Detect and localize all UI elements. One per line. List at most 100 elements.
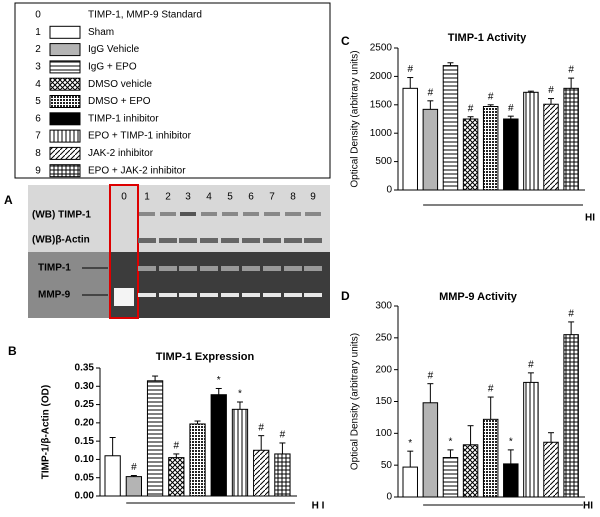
legend-label: EPO + JAK-2 inhibitor — [88, 165, 186, 176]
legend-number: 4 — [35, 79, 41, 90]
chart-title: MMP-9 Activity — [439, 291, 518, 303]
gel-band — [264, 212, 280, 216]
legend-swatch — [49, 146, 81, 160]
gel-band — [138, 293, 156, 297]
significance-marker: # — [428, 370, 434, 381]
y-tick-label: 2500 — [370, 43, 393, 54]
y-tick-label: 50 — [381, 460, 393, 471]
gel-band — [138, 238, 156, 243]
legend-label: Sham — [88, 27, 114, 38]
lane-label: 5 — [227, 192, 233, 203]
lane-label: 4 — [206, 192, 212, 203]
panel-letter: A — [4, 193, 13, 207]
chart-title: TIMP-1 Activity — [448, 32, 527, 44]
significance-marker: # — [548, 85, 554, 96]
panel-letter: C — [341, 34, 350, 48]
bar — [563, 334, 579, 498]
bar — [104, 455, 121, 497]
gel-band — [284, 293, 302, 297]
lane-label: 8 — [290, 192, 296, 203]
gel-band — [179, 238, 197, 243]
y-tick-label: 0 — [386, 185, 392, 196]
lane-label: 7 — [269, 192, 275, 203]
legend-label: DMSO vehicle — [88, 79, 152, 90]
significance-marker: # — [508, 103, 514, 114]
legend-swatch — [49, 60, 81, 74]
gel-band — [159, 266, 177, 271]
y-tick-label: 250 — [375, 332, 392, 343]
bar — [422, 402, 439, 498]
gel-band — [179, 293, 197, 297]
bar — [125, 476, 143, 497]
y-tick-label: 0.05 — [75, 472, 95, 483]
legend-swatch — [49, 95, 81, 108]
gel-band — [200, 293, 218, 297]
gel-band — [200, 266, 218, 271]
panel-letter: D — [341, 289, 350, 303]
legend-swatch — [49, 77, 81, 91]
gel-band — [242, 266, 260, 271]
y-tick-label: 1500 — [370, 99, 393, 110]
y-tick-label: 0.25 — [75, 399, 95, 410]
lane-label: 0 — [121, 192, 127, 203]
y-tick-label: 0 — [386, 492, 392, 503]
bar — [402, 87, 418, 191]
lane-label: 3 — [185, 192, 191, 203]
legend-label: IgG Vehicle — [88, 44, 140, 55]
bar — [422, 108, 439, 191]
gel-band — [159, 293, 177, 297]
significance-marker: # — [174, 441, 180, 452]
significance-marker: # — [428, 87, 434, 98]
legend-label: TIMP-1 inhibitor — [88, 113, 159, 124]
legend-label: IgG + EPO — [88, 62, 137, 73]
y-tick-label: 0.30 — [75, 381, 95, 392]
bar — [442, 65, 459, 191]
y-axis-label: Optical Density (arbitrary units) — [350, 333, 361, 470]
gel-band — [284, 266, 302, 271]
y-tick-label: 0.20 — [75, 417, 95, 428]
y-tick-label: 0.00 — [75, 491, 95, 502]
gel-band — [285, 212, 301, 216]
bar — [482, 418, 499, 498]
group-label: H I — [312, 501, 325, 512]
chart-title: TIMP-1 Expression — [156, 351, 255, 363]
significance-marker: * — [238, 389, 242, 400]
significance-marker: # — [488, 384, 494, 395]
legend-number: 3 — [35, 62, 41, 73]
y-tick-label: 0.10 — [75, 454, 95, 465]
legend-number: 6 — [35, 113, 41, 124]
gel-band — [200, 238, 218, 243]
bar — [231, 408, 249, 497]
legend-number: 9 — [35, 165, 41, 176]
legend-swatch — [49, 164, 81, 178]
gel-band — [201, 212, 217, 216]
gel-band — [304, 293, 322, 297]
significance-marker: # — [468, 103, 474, 114]
gel-band — [263, 293, 281, 297]
significance-marker: # — [528, 359, 534, 370]
y-axis-label: TIMP-1/β-Actin (OD) — [41, 385, 52, 479]
gel-band — [221, 266, 239, 271]
legend-swatch — [49, 25, 81, 39]
legend-swatch — [49, 43, 81, 57]
y-tick-label: 100 — [375, 428, 392, 439]
bar — [462, 444, 479, 498]
legend-box — [14, 2, 331, 179]
gel-band — [180, 212, 196, 216]
gel-band — [138, 266, 156, 271]
gel-band — [263, 238, 281, 243]
group-label: HI — [585, 213, 595, 224]
legend-number: 5 — [35, 96, 41, 107]
y-tick-label: 150 — [375, 396, 392, 407]
row-label: (WB) TIMP-1 — [32, 210, 91, 221]
bar — [210, 394, 227, 497]
gel-band — [221, 238, 239, 243]
y-tick-label: 500 — [375, 156, 392, 167]
gel-band — [242, 238, 260, 243]
gel-image — [28, 184, 330, 319]
gel-band — [305, 212, 321, 216]
y-tick-label: 300 — [375, 301, 392, 312]
lane-label: 6 — [248, 192, 254, 203]
y-tick-label: 0.15 — [75, 436, 95, 447]
